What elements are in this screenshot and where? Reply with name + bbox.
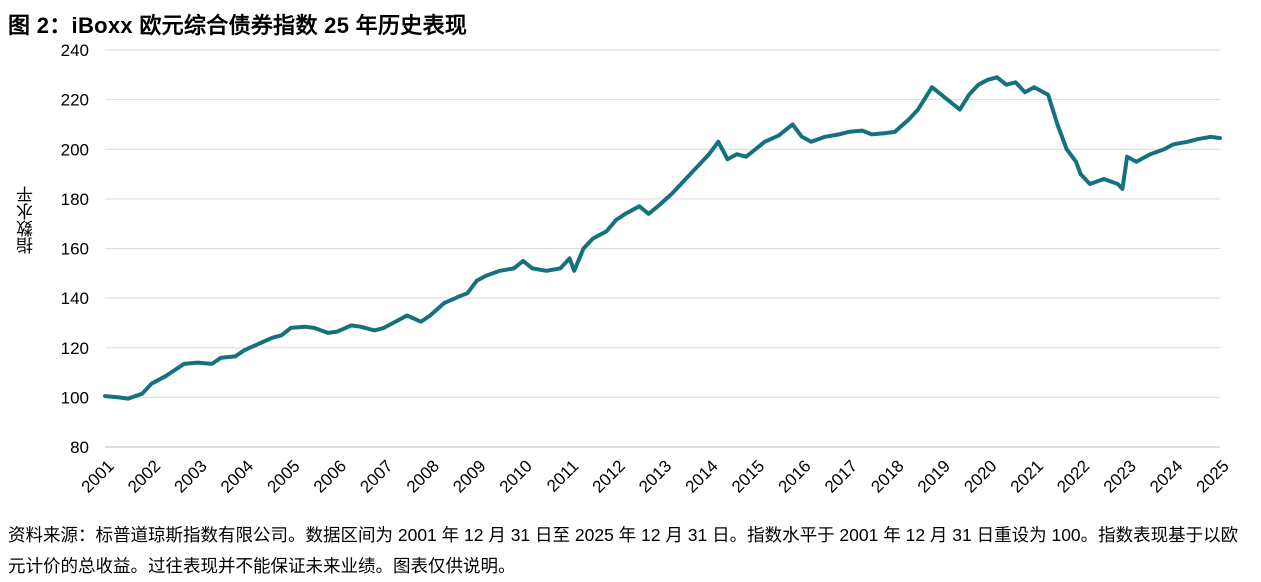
x-tick-label: 2012 — [589, 456, 629, 496]
x-tick-label: 2020 — [960, 456, 1000, 496]
x-tick-label: 2005 — [263, 456, 303, 496]
x-tick-label: 2007 — [356, 456, 396, 496]
y-tick-labels: 80 100 120 140 160 180 200 220 240 — [61, 41, 89, 457]
y-axis-label: 指数水平 — [17, 186, 36, 254]
y-tick-label: 80 — [70, 438, 89, 457]
series-line-0 — [103, 75, 1222, 401]
x-tick-label: 2018 — [867, 456, 907, 496]
x-tick-label: 2010 — [496, 456, 536, 496]
x-tick-label: 2017 — [821, 456, 861, 496]
x-tick-labels: 2001 2002 2003 2004 2005 2006 2007 2008 2009 2010… — [78, 456, 1233, 496]
x-tick-label: 2025 — [1193, 456, 1233, 496]
series — [103, 75, 1222, 401]
x-tick-label: 2022 — [1053, 456, 1093, 496]
x-tick-label: 2024 — [1146, 456, 1186, 496]
x-tick-label: 2023 — [1100, 456, 1140, 496]
y-tick-label: 200 — [61, 140, 89, 159]
y-tick-label: 220 — [61, 91, 89, 110]
x-tick-label: 2013 — [635, 456, 675, 496]
x-tick-label: 2003 — [171, 456, 211, 496]
x-tick-label: 2016 — [775, 456, 815, 496]
y-tick-label: 180 — [61, 190, 89, 209]
grid-lines — [105, 49, 1220, 398]
x-tick-label: 2014 — [682, 456, 722, 496]
x-tick-label: 2002 — [124, 456, 164, 496]
y-tick-label: 240 — [61, 41, 89, 60]
x-tick-label: 2004 — [217, 456, 257, 496]
y-axis-label-wrap: 指数水平 — [14, 186, 38, 266]
y-tick-label: 120 — [61, 339, 89, 358]
chart-title: 图 2：iBoxx 欧元综合债券指数 25 年历史表现 — [8, 13, 468, 38]
x-tick-label: 2021 — [1007, 456, 1047, 496]
x-tick-label: 2015 — [728, 456, 768, 496]
y-tick-label: 100 — [61, 388, 89, 407]
x-tick-label: 2006 — [310, 456, 350, 496]
x-tick-label: 2011 — [543, 456, 582, 495]
y-tick-label: 140 — [61, 289, 89, 308]
x-tick-label: 2008 — [403, 456, 443, 496]
source-note: 资料来源：标普道琼斯指数有限公司。数据区间为 2001 年 12 月 31 日至… — [8, 525, 1239, 576]
y-tick-label: 160 — [61, 240, 89, 259]
x-tick-label: 2009 — [449, 456, 489, 496]
x-tick-label: 2001 — [78, 456, 118, 496]
x-tick-label: 2019 — [914, 456, 954, 496]
